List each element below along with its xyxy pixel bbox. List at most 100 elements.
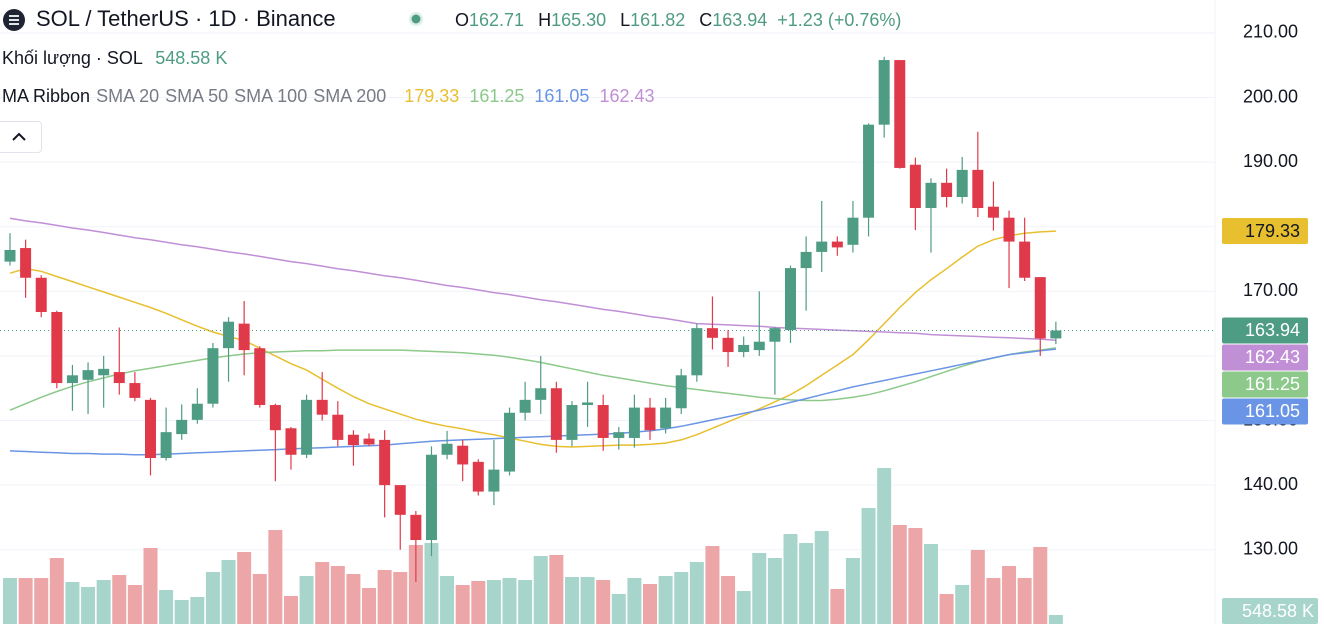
status-dot (408, 8, 424, 35)
candle-body (332, 414, 344, 440)
volume-bar (237, 552, 252, 624)
volume-bar (814, 531, 829, 624)
candle-body (660, 407, 672, 429)
candle-body (691, 328, 703, 376)
volume-bar (705, 546, 720, 624)
candle-body (941, 182, 953, 198)
candle-body (753, 341, 765, 351)
candle-body (191, 403, 203, 420)
volume-value: 548.58 K (155, 48, 228, 68)
volume-bar (643, 584, 658, 624)
volume-bar (455, 585, 470, 624)
ma-value: 162.43 (599, 86, 655, 106)
y-tick-label: 170.00 (1243, 280, 1298, 300)
ma-name: SMA 200 (313, 86, 387, 106)
change: +1.23 (+0.76%) (777, 10, 902, 30)
candle-body (847, 217, 859, 245)
ma-name: SMA 100 (234, 86, 308, 106)
title: SOL / TetherUS · 1D · Binance (36, 6, 336, 31)
volume-bar (549, 555, 564, 624)
candle-body (800, 251, 812, 269)
volume-bar (767, 558, 782, 624)
y-tick-label: 130.00 (1243, 538, 1298, 558)
volume-bar (877, 468, 892, 624)
ma-name: SMA 20 (96, 86, 160, 106)
candle-body (909, 164, 921, 208)
candle-body (816, 241, 828, 252)
volume-bar (315, 562, 330, 624)
ohlc-value: 165.30 (551, 10, 607, 30)
candle-body (113, 372, 125, 384)
volume-bar (799, 543, 814, 624)
volume-bar (81, 587, 96, 624)
candle-body (504, 412, 516, 472)
price-badge-label: 161.05 (1245, 401, 1300, 421)
volume-bar (1017, 578, 1032, 624)
candle-body (363, 438, 375, 445)
collapse-button[interactable] (0, 121, 42, 153)
volume-bar (564, 577, 579, 624)
candle-body (831, 241, 843, 248)
volume-bar (268, 530, 283, 624)
ma-value: 161.05 (534, 86, 590, 106)
candle-body (472, 461, 484, 492)
volume-bar (49, 558, 64, 624)
candle-body (550, 388, 562, 440)
volume-bar (205, 572, 220, 624)
volume-bar (440, 576, 455, 624)
candle-body (379, 439, 391, 486)
volume-bar (18, 578, 33, 624)
volume-bar (346, 574, 361, 624)
volume-bar (923, 544, 938, 624)
candle-body (878, 60, 890, 125)
volume-bar (408, 545, 423, 624)
candle-body (410, 514, 422, 541)
volume-bar (721, 576, 736, 624)
volume-bar (1048, 615, 1063, 624)
price-badge (1222, 218, 1308, 245)
volume-bar (783, 534, 798, 624)
candle-body (129, 383, 141, 398)
candle-body (238, 323, 250, 351)
volume-bar (736, 591, 751, 624)
volume-bar (34, 578, 49, 624)
ma-line (9, 217, 1056, 341)
candle-body (1050, 330, 1062, 339)
candle-body (597, 405, 609, 438)
volume-bar (1002, 566, 1017, 624)
candle-body (925, 182, 937, 208)
volume-bar (471, 581, 486, 624)
ma-line (9, 348, 1056, 456)
candle-body (176, 419, 188, 435)
candle-body (675, 375, 687, 409)
price-badge-label: 162.43 (1245, 347, 1300, 367)
volume-bar (627, 578, 642, 624)
volume-bar (424, 543, 439, 624)
candle-body (160, 432, 172, 458)
ma-legend: MA Ribbon SMA 20 SMA 50 SMA 100 SMA 200 179.3… (2, 85, 655, 107)
candle-body (1003, 217, 1015, 242)
ohlc-value: 163.94 (712, 10, 768, 30)
volume-bar (908, 528, 923, 624)
candle-body (535, 388, 547, 400)
price-badge (1222, 344, 1308, 371)
volume-bar (127, 585, 142, 624)
price-badge-label: 161.25 (1245, 374, 1300, 394)
volume-bar (159, 590, 174, 624)
volume-bar (830, 589, 845, 624)
volume-bar (283, 596, 298, 624)
y-tick-label: 200.00 (1243, 86, 1298, 106)
candle-body (223, 321, 235, 349)
candle-body (1034, 277, 1046, 339)
volume-bar (190, 597, 205, 624)
candle-body (51, 312, 63, 384)
volume-bar (611, 594, 626, 624)
candle-body (722, 337, 734, 353)
candle-body (628, 407, 640, 438)
ohlc-key: C (699, 10, 713, 30)
volume-bar (955, 585, 970, 624)
ma-value: 161.25 (469, 86, 525, 106)
candle-body (894, 60, 906, 168)
